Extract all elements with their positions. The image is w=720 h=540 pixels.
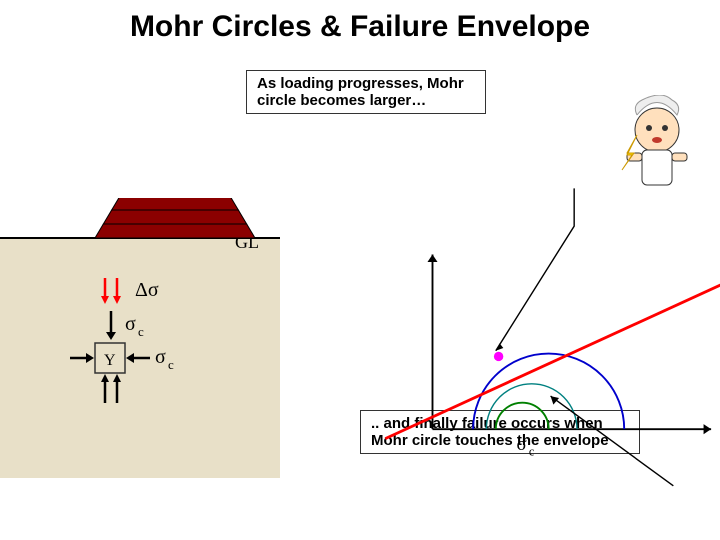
svg-text:Y: Y: [104, 352, 116, 369]
chart-svg: σc: [370, 160, 720, 500]
soil-diagram: GLΔσσcYσc: [0, 198, 280, 438]
svg-text:Δσ: Δσ: [135, 279, 159, 301]
soil-svg: GLΔσσcYσc: [0, 198, 280, 478]
scientist-icon: [612, 95, 702, 205]
svg-text:c: c: [168, 357, 174, 372]
svg-text:c: c: [529, 445, 535, 459]
svg-text:c: c: [138, 324, 144, 339]
svg-text:σ: σ: [125, 313, 136, 335]
svg-text:σ: σ: [517, 434, 527, 455]
page-title: Mohr Circles & Failure Envelope: [0, 10, 720, 44]
info-box-loading: As loading progresses, Mohr circle becom…: [246, 70, 486, 114]
svg-text:σ: σ: [155, 346, 166, 368]
